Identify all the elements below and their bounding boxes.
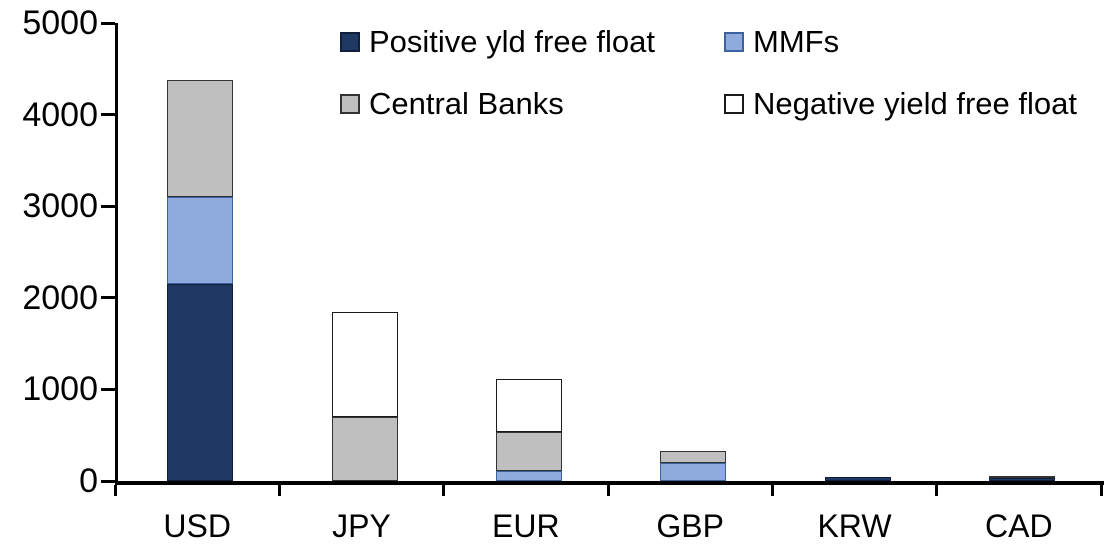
y-tick-label: 5000 — [22, 4, 98, 42]
bar-segment-positive-yld-free-float — [824, 477, 891, 481]
legend-swatch-icon — [724, 31, 744, 52]
bar-krw — [824, 477, 891, 481]
bar-segment-negative-yield-free-float — [495, 379, 562, 432]
y-axis-tick — [101, 113, 115, 117]
bar-segment-mmfs — [660, 462, 727, 481]
legend-item-positive-yld-free-float: Positive yld free float — [340, 26, 655, 57]
bar-segment-mmfs — [167, 197, 234, 285]
legend-item-mmfs: MMFs — [724, 26, 839, 57]
bar-gbp — [660, 450, 727, 481]
bar-segment-mmfs — [495, 470, 562, 481]
bar-jpy — [331, 312, 398, 481]
y-axis-tick — [101, 21, 115, 25]
bar-segment-central-banks — [495, 431, 562, 471]
bar-segment-central-banks — [660, 450, 727, 463]
x-category-label: KRW — [817, 508, 892, 544]
y-axis-tick — [101, 204, 115, 208]
bar-segment-central-banks — [331, 416, 398, 481]
bar-eur — [495, 379, 562, 481]
legend-item-central-banks: Central Banks — [340, 88, 564, 119]
legend-label: Negative yield free float — [753, 86, 1077, 121]
legend-swatch-icon — [724, 93, 744, 114]
y-tick-label: 4000 — [22, 95, 98, 134]
x-category-label: GBP — [656, 508, 724, 544]
x-axis-tick — [1099, 485, 1103, 496]
x-category-label: JPY — [332, 508, 391, 544]
x-axis-tick — [770, 485, 774, 496]
x-axis-tick — [442, 485, 446, 496]
bar-usd — [167, 79, 234, 481]
x-category-label: EUR — [492, 508, 560, 544]
x-axis-tick — [113, 485, 117, 496]
y-axis-tick — [101, 387, 115, 391]
y-tick-label: 3000 — [22, 187, 98, 226]
bar-segment-negative-yield-free-float — [331, 312, 398, 417]
x-axis-tick — [935, 485, 939, 496]
plot-area — [115, 23, 1104, 485]
x-category-label: USD — [163, 508, 231, 544]
y-axis-tick — [101, 296, 115, 300]
bar-segment-central-banks — [167, 79, 234, 198]
legend-label: Positive yld free float — [369, 24, 656, 59]
bar-segment-positive-yld-free-float — [167, 284, 234, 481]
y-tick-label: 0 — [79, 462, 98, 500]
bar-cad — [988, 475, 1055, 481]
y-tick-label: 1000 — [22, 370, 98, 409]
bar-segment-positive-yld-free-float — [988, 478, 1055, 481]
legend-label: MMFs — [753, 24, 840, 59]
legend-item-negative-yield-free-float: Negative yield free float — [724, 88, 1077, 119]
legend-label: Central Banks — [369, 86, 564, 121]
legend-swatch-icon — [340, 31, 360, 52]
x-axis-tick — [606, 485, 610, 496]
legend-swatch-icon — [340, 93, 360, 114]
bar-segment-central-banks — [988, 475, 1055, 479]
y-axis-tick — [101, 479, 115, 483]
y-tick-label: 2000 — [22, 278, 98, 317]
x-category-label: CAD — [985, 508, 1053, 544]
x-axis-tick — [277, 485, 281, 496]
